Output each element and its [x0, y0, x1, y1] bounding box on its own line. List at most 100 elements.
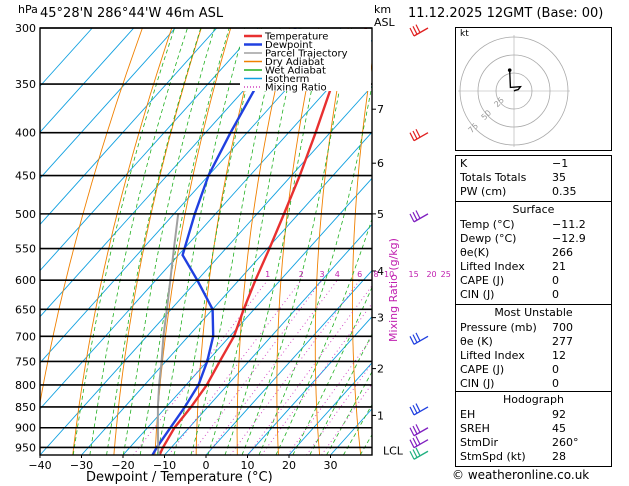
- dry-adiabat-line: [314, 28, 349, 455]
- km-tick-label: 6: [377, 157, 384, 170]
- mixing-ratio-label: 20: [426, 270, 436, 279]
- most-unstable-row: CAPE (J) 0: [460, 363, 607, 377]
- hodograph-table-row: StmSpd (kt) 28: [460, 450, 607, 464]
- wet-adiabat-line: [241, 28, 353, 455]
- km-tick-label: 2: [377, 363, 384, 376]
- legend-label: Wet Adiabat: [265, 66, 326, 77]
- wet-adiabat-line: [139, 28, 230, 455]
- mixing-ratio-label: 15: [409, 270, 419, 279]
- wet-adiabat-line: [292, 286, 372, 455]
- pressure-tick-label: 850: [15, 401, 36, 414]
- most-unstable-label: CAPE (J): [460, 363, 505, 376]
- dry-adiabat-line: [40, 28, 143, 406]
- isotherm-line: [288, 362, 372, 455]
- wind-barb: [409, 24, 429, 37]
- wet-adiabat-line: [89, 28, 188, 455]
- mixing-ratio-line: [168, 279, 302, 455]
- wet-adiabat-line: [343, 403, 372, 455]
- legend-label: Temperature: [264, 32, 328, 43]
- isotherm-line: [40, 28, 301, 318]
- isotherm-line: [40, 28, 93, 87]
- index-value: −1: [552, 157, 569, 170]
- isotherm-line: [40, 28, 218, 226]
- most-unstable-title: Most Unstable: [494, 306, 573, 319]
- surface-value: 0: [552, 274, 559, 287]
- hodograph-ring-label: 75: [467, 121, 481, 135]
- mixing-ratio-line: [247, 284, 372, 455]
- pressure-tick-label: 600: [15, 274, 36, 287]
- most-unstable-value: 0: [552, 377, 559, 390]
- mixing-ratio-label: 25: [441, 270, 451, 279]
- hodograph-table-panel: Hodograph EH 92 SREH 45 StmDir 260° StmSpd (kt…: [455, 391, 612, 467]
- surface-title: Surface: [512, 203, 555, 216]
- mixing-ratio-label: 1: [265, 270, 270, 279]
- hpa-unit-label: hPa: [18, 3, 38, 16]
- isotherm-line: [40, 28, 259, 272]
- surface-label: Dewp (°C): [460, 232, 517, 245]
- index-label: K: [460, 157, 468, 170]
- km-tick-label: 3: [377, 312, 384, 325]
- most-unstable-row: θe (K) 277: [460, 335, 607, 349]
- hodograph-table-label: StmSpd (kt): [460, 450, 526, 463]
- hodograph-table-label: EH: [460, 408, 476, 421]
- hodograph-table-row: EH 92: [460, 408, 607, 422]
- isotherm-line: [40, 39, 372, 410]
- mixing-ratio-label: 8: [374, 270, 379, 279]
- dry-adiabat-line: [154, 28, 232, 455]
- hodograph-panel: 25 50 75 kt: [455, 27, 612, 151]
- surface-row: Dewp (°C) −12.9: [460, 232, 607, 246]
- isotherm-line: [247, 315, 372, 455]
- hodograph-unit-label: kt: [460, 29, 469, 39]
- most-unstable-label: Lifted Index: [460, 349, 525, 362]
- surface-label: Temp (°C): [460, 218, 515, 231]
- wet-adiabat-line: [173, 28, 263, 455]
- location-label: 45°28'N 286°44'W 46m ASL: [40, 6, 224, 21]
- pressure-tick-label: 350: [15, 78, 36, 91]
- legend-label: Isotherm: [265, 74, 309, 85]
- mixing-ratio-label: 6: [357, 270, 362, 279]
- mixing-ratio-label: 10: [384, 270, 394, 279]
- surface-row: Temp (°C) −11.2: [460, 218, 607, 232]
- isotherm-line: [205, 269, 372, 455]
- index-label: PW (cm): [460, 185, 507, 198]
- surface-value: 266: [552, 246, 573, 259]
- wind-barb: [409, 210, 429, 223]
- wind-barb: [409, 424, 429, 437]
- isotherm-line: [40, 85, 372, 455]
- wet-adiabat-line: [106, 28, 202, 455]
- wind-barb: [409, 447, 429, 460]
- wind-barb: [409, 332, 429, 345]
- km-tick-label: 4: [377, 265, 384, 278]
- mixing-ratio-label: 2: [299, 270, 304, 279]
- dry-adiabat-line: [351, 59, 372, 455]
- surface-row: CAPE (J) 0: [460, 274, 607, 288]
- wet-adiabat-line: [326, 370, 372, 455]
- mixing-ratio-label: 4: [335, 270, 340, 279]
- x-tick-label: −40: [28, 459, 51, 472]
- hodograph-table-value: 45: [552, 422, 566, 435]
- hodograph-table-title: Hodograph: [503, 393, 564, 406]
- surface-value: −11.2: [552, 218, 586, 231]
- mixing-ratio-line: [261, 302, 372, 455]
- mixing-ratio-line: [206, 279, 338, 455]
- surface-value: 21: [552, 260, 566, 273]
- hodograph-table-row: StmDir 260°: [460, 436, 607, 450]
- surface-row: CIN (J) 0: [460, 288, 607, 302]
- datetime-label: 11.12.2025 12GMT (Base: 00): [408, 6, 604, 21]
- most-unstable-label: CIN (J): [460, 377, 495, 390]
- wet-adiabat-line: [275, 217, 372, 455]
- isotherm-line: [40, 28, 342, 364]
- isotherm-line: [164, 223, 372, 455]
- pressure-tick-label: 400: [15, 127, 36, 140]
- km-unit-label: km: [374, 3, 392, 16]
- credit-label: © weatheronline.co.uk: [452, 468, 590, 482]
- index-row: K −1: [460, 157, 607, 171]
- pressure-tick-label: 950: [15, 441, 36, 454]
- surface-label: CIN (J): [460, 288, 495, 301]
- pressure-tick-label: 550: [15, 243, 36, 256]
- isotherm-line: [122, 177, 372, 455]
- pressure-tick-label: 650: [15, 303, 36, 316]
- hodograph-table-label: StmDir: [460, 436, 499, 449]
